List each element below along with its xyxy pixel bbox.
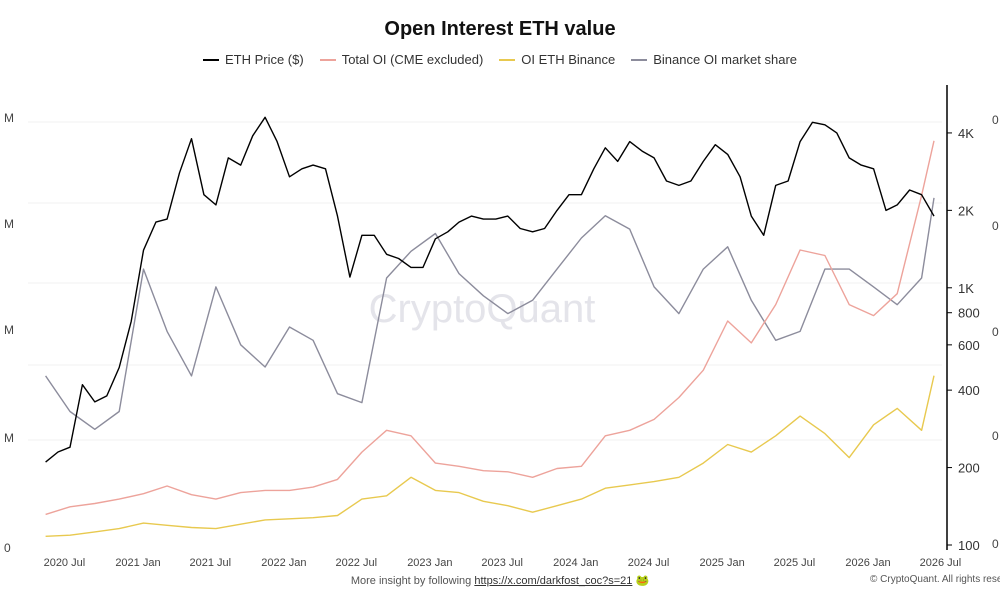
legend-label: OI ETH Binance	[521, 52, 616, 67]
x-tick-label: 2026 Jul	[920, 557, 962, 569]
far-right-tick-label: 0	[992, 325, 999, 339]
footer-text: More insight by following	[350, 575, 472, 587]
copyright: © CryptoQuant. All rights reserved.	[870, 574, 1000, 585]
right-tick-label: 800	[958, 306, 980, 321]
right-tick-label: 4K	[958, 126, 974, 141]
chart-title: Open Interest ETH value	[384, 18, 616, 40]
legend-swatch	[202, 58, 219, 61]
legend: ETH Price ($) Total OI (CME excluded) OI…	[0, 52, 1000, 67]
x-tick-label: 2022 Jan	[261, 557, 306, 569]
x-tick-label: 2023 Jul	[481, 557, 523, 569]
left-tick-label: 0	[4, 541, 11, 555]
legend-swatch	[631, 58, 648, 61]
right-tick-label: 600	[958, 338, 980, 353]
legend-label: ETH Price ($)	[224, 52, 304, 67]
x-tick-label: 2022 Jul	[335, 557, 377, 569]
x-tick-label: 2023 Jan	[407, 557, 452, 569]
x-tick-label: 2024 Jul	[628, 557, 670, 569]
x-tick-label: 2026 Jan	[845, 557, 890, 569]
x-tick-label: 2021 Jan	[115, 557, 160, 569]
right-tick-label: 100	[958, 538, 980, 553]
series-line-2	[45, 375, 935, 537]
legend-item-oi-binance[interactable]: OI ETH Binance	[499, 52, 615, 67]
x-tick-label: 2021 Jul	[190, 557, 232, 569]
footer-icon: 🐸	[635, 575, 650, 587]
legend-item-binance-share[interactable]: Binance OI market share	[631, 52, 797, 67]
left-tick-label: M	[4, 217, 14, 231]
legend-item-eth-price[interactable]: ETH Price ($)	[202, 52, 304, 67]
far-right-tick-label: 0	[992, 219, 999, 233]
far-right-tick-label: 0	[992, 537, 999, 551]
x-tick-label: 2025 Jul	[774, 557, 816, 569]
left-tick-label: M	[4, 111, 14, 125]
footer-link[interactable]: https://x.com/darkfost_coc?s=21	[474, 575, 633, 587]
legend-label: Binance OI market share	[653, 52, 798, 67]
right-tick-label: 2K	[958, 203, 974, 218]
right-tick-label: 1K	[958, 281, 974, 296]
legend-item-total-oi[interactable]: Total OI (CME excluded)	[319, 52, 484, 67]
x-tick-label: 2020 Jul	[44, 557, 86, 569]
legend-swatch	[319, 58, 336, 61]
left-tick-label: M	[4, 431, 14, 445]
series-line-0	[45, 116, 935, 463]
right-tick-label: 400	[958, 383, 980, 398]
legend-swatch	[499, 58, 516, 61]
footer: More insight by following https://x.com/…	[0, 574, 1000, 587]
x-tick-label: 2025 Jan	[699, 557, 744, 569]
series-line-1	[45, 140, 935, 516]
far-right-tick-label: 0	[992, 429, 999, 443]
series-line-3	[45, 197, 935, 430]
right-tick-label: 200	[958, 461, 980, 476]
left-tick-label: M	[4, 323, 14, 337]
legend-label: Total OI (CME excluded)	[341, 52, 484, 67]
far-right-tick-label: 0	[992, 113, 999, 127]
x-tick-label: 2024 Jan	[553, 557, 598, 569]
